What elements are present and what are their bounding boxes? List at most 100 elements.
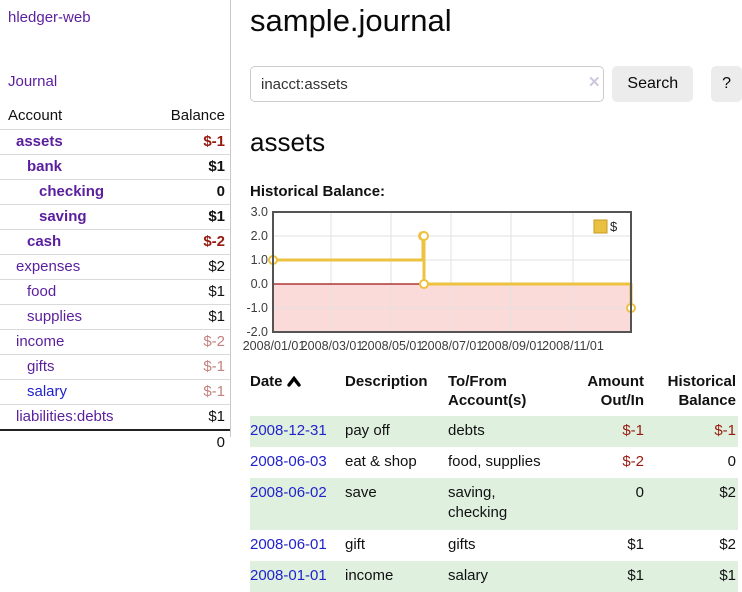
register-row: 2008-06-03 eat & shop food, supplies $-2… [250, 447, 738, 478]
transaction-description: pay off [345, 421, 390, 439]
accounts-table: Account Balance assets $-1 bank $1 check… [0, 105, 230, 455]
transaction-accounts: salary [448, 566, 489, 584]
transaction-date-link[interactable]: 2008-12-31 [250, 421, 327, 439]
transaction-balance: $2 [719, 535, 736, 553]
page-title: sample.journal [250, 3, 452, 38]
account-link-assets[interactable]: assets [16, 133, 63, 150]
register-header-date-label: Date [250, 373, 283, 390]
sidebar-item-journal[interactable]: Journal [8, 73, 58, 90]
search-input[interactable] [250, 66, 605, 102]
account-link-checking[interactable]: checking [39, 183, 105, 200]
app-brand-link[interactable]: hledger-web [8, 9, 91, 26]
transaction-description: eat & shop [345, 452, 417, 470]
account-balance: 0 [144, 179, 230, 205]
svg-text:2008/01/01: 2008/01/01 [243, 339, 306, 353]
accounts-header-balance: Balance [170, 107, 225, 124]
svg-text:2008/09/01: 2008/09/01 [481, 339, 544, 353]
account-balance: $1 [144, 154, 230, 180]
transaction-amount: $-1 [622, 421, 644, 439]
help-button[interactable]: ? [711, 66, 742, 102]
account-link-saving[interactable]: saving [39, 208, 87, 225]
accounts-header-row: Account Balance [0, 105, 230, 130]
svg-text:-1.0: -1.0 [246, 301, 268, 315]
register-row: 2008-06-02 save saving, checking 0 $2 [250, 478, 738, 530]
legend-label: $ [610, 219, 618, 234]
transaction-date-link[interactable]: 2008-06-02 [250, 484, 327, 501]
account-row-gifts: gifts $-1 [0, 354, 230, 380]
balance-series-markers [268, 231, 636, 313]
transaction-amount: 0 [635, 484, 644, 501]
account-balance: $-1 [144, 129, 230, 155]
account-row-liabilities-debts: liabilities:debts $1 [0, 404, 230, 430]
account-link-bank[interactable]: bank [27, 158, 63, 175]
historical-balance-chart: $ 3.0 2.0 1.0 0.0 -1.0 -2.0 2008/01/01 2… [243, 207, 636, 353]
transaction-accounts: saving, checking [448, 484, 508, 522]
svg-text:-2.0: -2.0 [246, 325, 268, 339]
transaction-balance: 0 [727, 452, 736, 470]
transaction-amount: $1 [627, 535, 644, 553]
register-row: 2008-12-31 pay off debts $-1 $-1 [250, 415, 738, 447]
transaction-amount: $1 [627, 566, 644, 584]
account-link-food[interactable]: food [27, 283, 57, 300]
clear-search-icon[interactable]: ✕ [588, 74, 601, 91]
transaction-description: gift [345, 535, 366, 553]
svg-text:2008/03/01: 2008/03/01 [301, 339, 364, 353]
account-row-food: food $1 [0, 279, 230, 305]
account-link-salary[interactable]: salary [27, 383, 68, 400]
chart-title: Historical Balance: [250, 183, 386, 200]
register-header-row: Date Description To/From Account(s) Amou… [250, 371, 738, 416]
transaction-balance: $1 [719, 566, 736, 584]
account-balance: $1 [144, 404, 230, 430]
transaction-amount: $-2 [622, 452, 644, 470]
account-balance: $2 [144, 254, 230, 280]
transaction-accounts: gifts [448, 535, 476, 553]
account-link-gifts[interactable]: gifts [27, 358, 55, 375]
account-row-supplies: supplies $1 [0, 304, 230, 330]
legend-swatch [593, 219, 608, 234]
main-content: sample.journal ✕ Search ? assets Histori… [232, 0, 742, 592]
account-row-income: income $-2 [0, 329, 230, 355]
transaction-balance: $2 [719, 484, 736, 501]
transaction-accounts: debts [448, 421, 485, 439]
register-header-amount: Amount Out/In [587, 373, 644, 409]
svg-text:2.0: 2.0 [251, 229, 268, 243]
account-balance: $-1 [144, 379, 230, 405]
accounts-total-value: 0 [144, 429, 230, 455]
svg-text:0.0: 0.0 [251, 277, 268, 291]
chart-y-axis-labels: 3.0 2.0 1.0 0.0 -1.0 -2.0 [246, 207, 268, 339]
svg-text:1.0: 1.0 [251, 253, 268, 267]
account-row-expenses: expenses $2 [0, 254, 230, 280]
transaction-accounts: food, supplies [448, 452, 541, 470]
account-balance: $1 [144, 304, 230, 330]
transaction-date-link[interactable]: 2008-01-01 [250, 566, 327, 584]
transaction-balance: $-1 [714, 421, 736, 439]
account-link-cash[interactable]: cash [27, 233, 62, 250]
svg-text:2008/05/01: 2008/05/01 [361, 339, 424, 353]
account-row-bank: bank $1 [0, 154, 230, 180]
chart-frame [272, 211, 632, 333]
register-header-balance: Historical Balance [667, 373, 736, 409]
account-balance: $-2 [144, 229, 230, 255]
transaction-date-link[interactable]: 2008-06-01 [250, 535, 327, 553]
account-link-supplies[interactable]: supplies [27, 308, 83, 325]
register-header-accounts: To/From Account(s) [448, 373, 527, 409]
chart-x-axis-labels: 2008/01/01 2008/03/01 2008/05/01 2008/07… [243, 339, 604, 353]
sort-ascending-icon [286, 375, 301, 387]
svg-text:2008/11/01: 2008/11/01 [542, 339, 604, 353]
account-row-saving: saving $1 [0, 204, 230, 230]
search-button[interactable]: Search [612, 66, 694, 102]
account-link-income[interactable]: income [16, 333, 65, 350]
transaction-description: income [345, 566, 394, 584]
account-balance: $1 [144, 279, 230, 305]
account-balance: $-1 [144, 354, 230, 380]
accounts-header-account: Account [8, 107, 63, 124]
account-link-liabilities-debts[interactable]: liabilities:debts [16, 408, 114, 425]
account-row-cash: cash $-2 [0, 229, 230, 255]
transaction-description: save [345, 484, 377, 501]
register-header-date[interactable]: Date [250, 371, 345, 416]
account-heading: assets [250, 127, 326, 157]
account-link-expenses[interactable]: expenses [16, 258, 81, 275]
sidebar: hledger-web Journal Account Balance asse… [0, 0, 231, 455]
transaction-date-link[interactable]: 2008-06-03 [250, 452, 327, 470]
account-balance: $-2 [144, 329, 230, 355]
